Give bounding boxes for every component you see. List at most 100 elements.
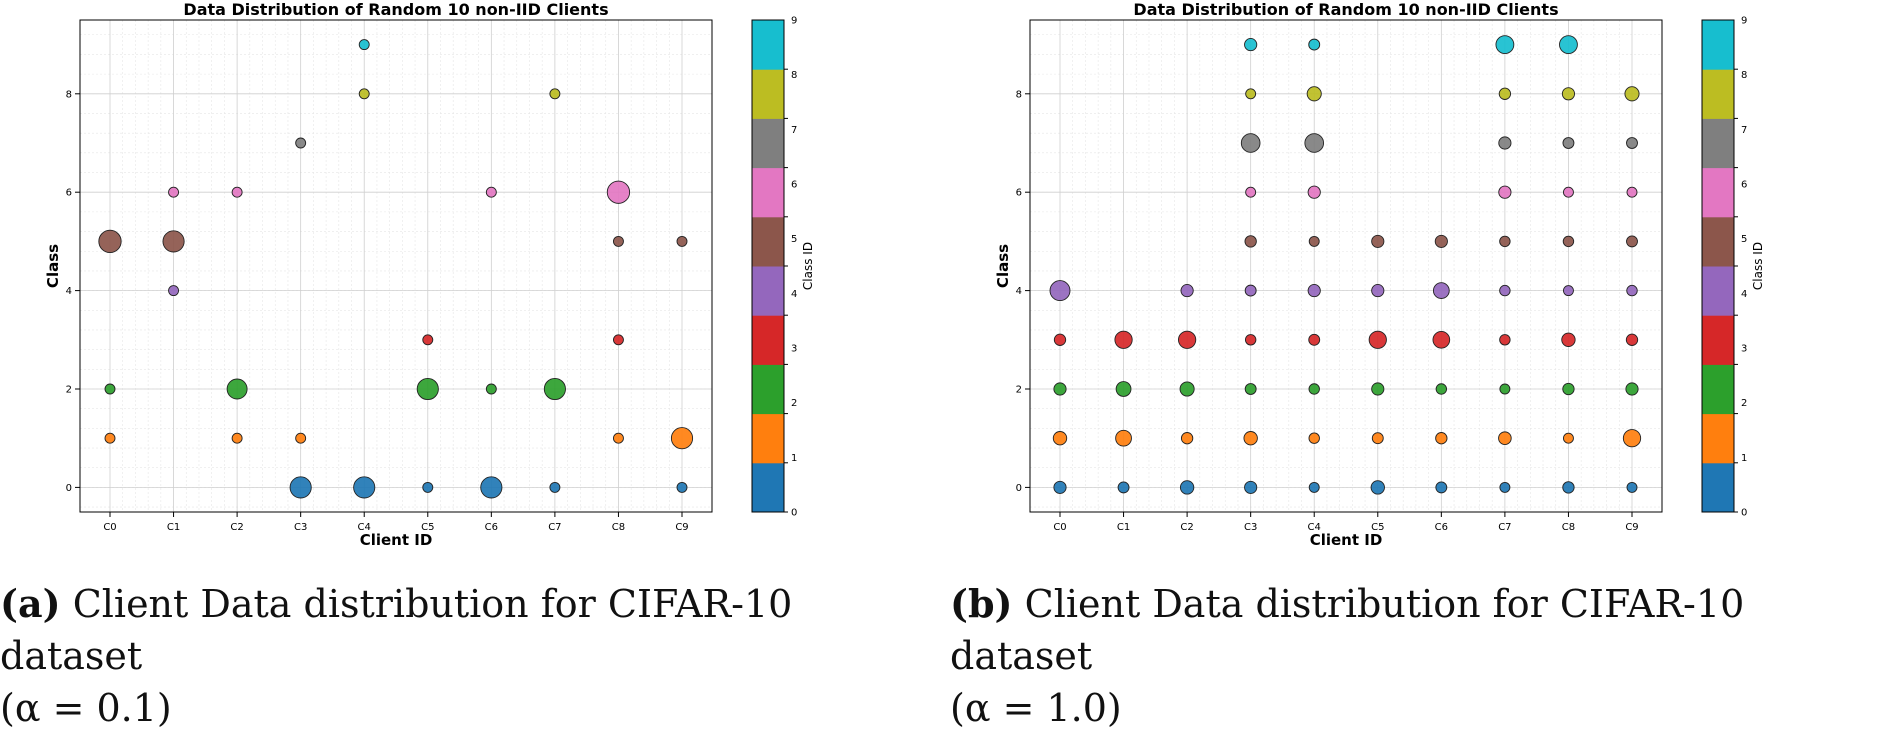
data-point-c9-class6 (1626, 186, 1638, 198)
y-tick-label-0: 0 (66, 483, 72, 494)
colorbar-tick-label-9: 9 (791, 16, 797, 27)
colorbar-segment-3 (752, 315, 784, 365)
figure-panel-a: C0 C1 C2 C3 C4 C5 C6 C7 C8 C9 0 2 4 6 8 Data Distributi… (0, 0, 950, 730)
data-point-c7-class8 (1498, 87, 1512, 100)
data-point-c8-class8 (1561, 87, 1576, 101)
colorbar-segment-0 (752, 462, 784, 513)
data-point-c6-class4 (1432, 282, 1450, 299)
data-point-c7-class2 (1499, 383, 1511, 395)
data-point-c1-class1 (1115, 429, 1132, 447)
data-point-c4-class2 (1308, 383, 1320, 395)
major-grid (1030, 20, 1662, 512)
colorbar-segment-8 (1702, 69, 1734, 119)
data-point-c5-class4 (1371, 284, 1385, 298)
x-tick-label-C1: C1 (167, 522, 180, 533)
data-point-c3-class4 (1244, 284, 1257, 297)
data-point-c6-class5 (1434, 234, 1448, 248)
data-point-c2-class0 (1179, 480, 1195, 495)
data-point-c7-class5 (1499, 235, 1511, 248)
x-tick-label-C2: C2 (1180, 522, 1193, 533)
data-point-c4-class9 (358, 39, 370, 51)
x-tick-label-C9: C9 (675, 522, 688, 533)
colorbar-label: Class ID (1751, 242, 1765, 290)
data-point-c8-class2 (1562, 382, 1575, 396)
x-tick-label-C4: C4 (358, 522, 371, 533)
colorbar-segment-5 (1702, 216, 1734, 267)
colorbar-segment-1 (1702, 413, 1734, 464)
data-point-c8-class5 (1562, 235, 1575, 248)
data-point-c1-class0 (1117, 481, 1130, 494)
data-point-c6-class2 (1435, 383, 1448, 395)
data-point-c0-class1 (104, 432, 116, 444)
data-point-c9-class5 (676, 235, 688, 247)
data-point-c5-class3 (422, 334, 434, 346)
colorbar-tick-label-8: 8 (1741, 70, 1747, 81)
data-point-c4-class6 (1307, 185, 1321, 199)
data-point-c9-class0 (1626, 481, 1638, 493)
x-axis-label: Client ID (360, 531, 433, 549)
colorbar-segment-6 (1702, 167, 1734, 218)
data-point-c0-class1 (1052, 431, 1068, 446)
x-tick-label-C5: C5 (421, 522, 434, 533)
colorbar-tick-label-7: 7 (1741, 125, 1747, 136)
y-tick-label-4: 4 (66, 286, 72, 297)
data-point-c4-class9 (1308, 38, 1321, 51)
colorbar-tick-label-8: 8 (791, 70, 797, 81)
colorbar-segment-2 (1702, 364, 1734, 415)
data-point-c5-class1 (1371, 432, 1384, 445)
x-tick-label-C3: C3 (1244, 522, 1257, 533)
colorbar-tick-label-7: 7 (791, 125, 797, 136)
x-tick-label-C2: C2 (230, 522, 243, 533)
data-points (1049, 35, 1642, 495)
data-point-c6-class3 (1432, 330, 1451, 349)
x-tick-label-C7: C7 (1498, 522, 1511, 533)
data-point-c3-class9 (1244, 38, 1258, 52)
caption-alpha-a: (α = 0.1) (0, 686, 172, 730)
data-point-c3-class0 (289, 476, 312, 499)
colorbar: 0 1 2 3 4 5 6 7 8 9 Class ID (751, 16, 815, 519)
data-point-c5-class2 (416, 377, 439, 401)
colorbar-tick-label-6: 6 (791, 180, 797, 191)
colorbar-tick-label-1: 1 (1741, 453, 1747, 464)
data-point-c2-class3 (1178, 330, 1197, 349)
chart-title: Data Distribution of Random 10 non-IID C… (1133, 0, 1558, 19)
data-point-c8-class1 (612, 432, 624, 444)
colorbar-tick-label-5: 5 (1741, 234, 1747, 245)
data-point-c2-class2 (226, 378, 248, 400)
colorbar-segment-9 (752, 20, 784, 70)
data-point-c7-class1 (1498, 431, 1512, 445)
y-tick-label-0: 0 (1016, 483, 1022, 494)
data-point-c9-class3 (1625, 333, 1639, 346)
data-point-c4-class0 (1308, 481, 1320, 493)
data-point-c9-class5 (1626, 235, 1638, 248)
data-point-c9-class7 (1626, 137, 1638, 149)
x-tick-label-C4: C4 (1308, 522, 1321, 533)
data-point-c4-class8 (358, 88, 370, 100)
data-point-c1-class3 (1114, 330, 1133, 349)
y-tick-label-4: 4 (1016, 286, 1022, 297)
colorbar-tick-label-0: 0 (1741, 508, 1747, 519)
x-tick-label-C6: C6 (485, 522, 498, 533)
colorbar-label: Class ID (801, 242, 815, 290)
data-point-c4-class8 (1306, 86, 1322, 102)
colorbar-tick-label-3: 3 (1741, 344, 1747, 355)
data-point-c0-class4 (1049, 280, 1071, 302)
colorbar-segment-4 (1702, 266, 1734, 316)
colorbar-segment-0 (1702, 462, 1734, 513)
data-point-c7-class0 (549, 481, 561, 493)
caption-tag-a: (a) (0, 581, 61, 626)
data-point-c0-class0 (1053, 480, 1067, 494)
data-point-c9-class1 (1622, 429, 1642, 448)
data-point-c7-class2 (543, 377, 566, 401)
data-point-c1-class2 (1115, 381, 1132, 397)
y-tick-label-2: 2 (66, 385, 72, 396)
data-point-c7-class9 (1495, 35, 1515, 54)
colorbar-tick-label-6: 6 (1741, 180, 1747, 191)
scatter-chart-b: C0 C1 C2 C3 C4 C5 C6 C7 C8 C9 0 2 4 6 8 Data Distributi… (994, 0, 1765, 549)
colorbar-segment-3 (1702, 315, 1734, 365)
y-tick-label-8: 8 (1016, 89, 1022, 100)
data-point-c2-class1 (231, 432, 243, 444)
data-point-c1-class5 (162, 230, 185, 253)
data-point-c9-class4 (1626, 284, 1638, 297)
y-axis-label: Class (994, 244, 1012, 288)
